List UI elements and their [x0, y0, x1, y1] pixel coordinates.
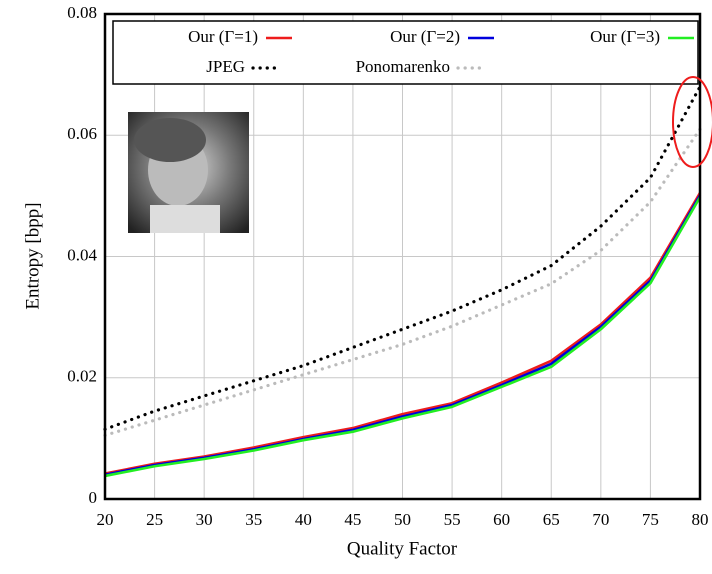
x-tick-label: 50: [394, 510, 411, 529]
y-tick-label: 0.06: [67, 124, 97, 143]
x-tick-label: 65: [543, 510, 560, 529]
x-tick-label: 60: [493, 510, 510, 529]
y-tick-label: 0.04: [67, 245, 97, 264]
legend-label: JPEG: [206, 57, 245, 76]
y-axis-label: Entropy [bpp]: [22, 202, 43, 309]
x-tick-label: 35: [245, 510, 262, 529]
series-line: [103, 85, 702, 431]
y-tick-label: 0: [89, 488, 98, 507]
x-tick-label: 30: [196, 510, 213, 529]
y-tick-label: 0.02: [67, 367, 97, 386]
legend-label: Ponomarenko: [356, 57, 450, 76]
thumbnail-image: [128, 112, 249, 233]
legend-label: Our (Γ=1): [188, 27, 258, 46]
x-tick-label: 25: [146, 510, 163, 529]
plot-frame: [103, 12, 702, 501]
legend: Our (Γ=1) Our (Γ=2) Our (Γ=3) JPEG Ponomaren…: [112, 20, 699, 85]
highlight-ellipse: [672, 76, 712, 168]
series-line: [104, 196, 702, 478]
x-tick-label: 80: [692, 510, 709, 529]
x-tick-label: 75: [642, 510, 659, 529]
x-tick-label: 70: [592, 510, 609, 529]
x-axis-label: Quality Factor: [347, 538, 458, 559]
legend-label: Our (Γ=3): [590, 27, 660, 46]
x-tick-label: 20: [97, 510, 114, 529]
series-line: [103, 127, 702, 437]
x-tick-label: 45: [344, 510, 361, 529]
legend-label: Our (Γ=2): [390, 27, 460, 46]
x-tick-label: 55: [444, 510, 461, 529]
x-tick-label: 40: [295, 510, 312, 529]
y-tick-label: 0.08: [67, 3, 97, 22]
